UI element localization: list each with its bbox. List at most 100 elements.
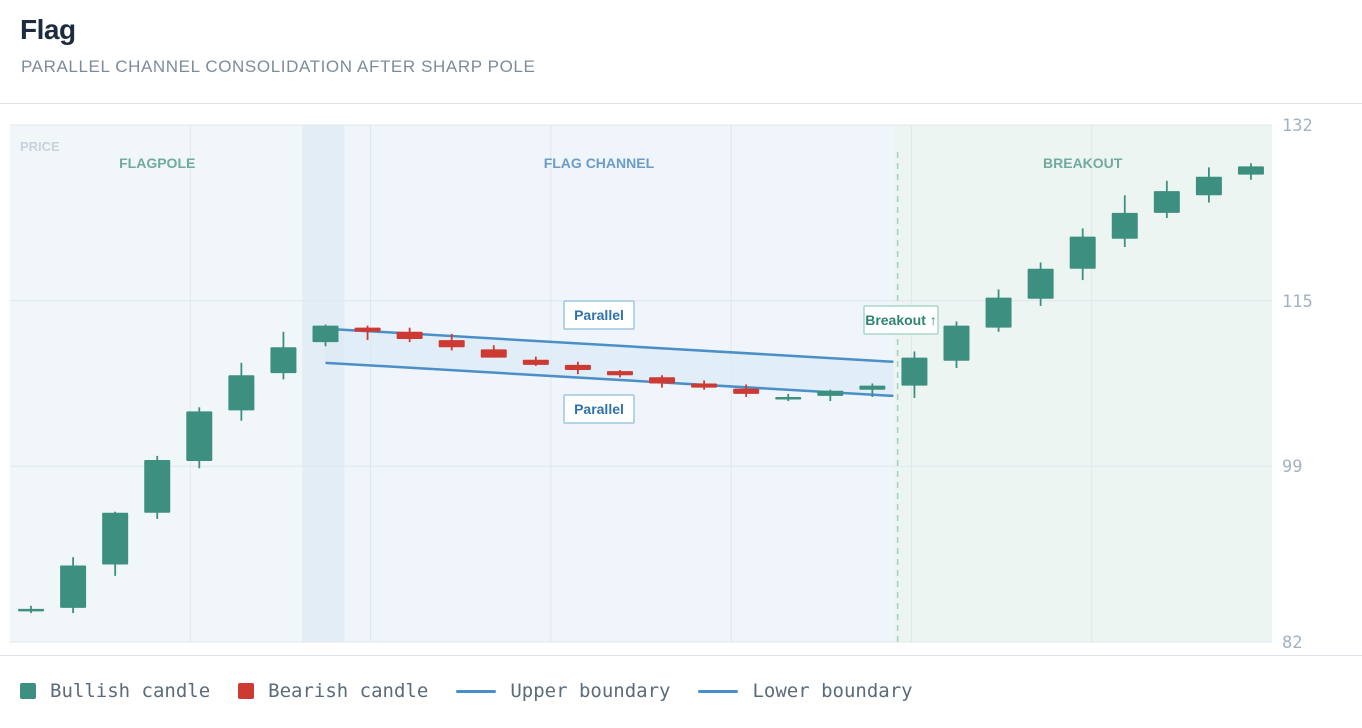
- bearish-candle: [564, 361, 591, 375]
- region-label: BREAKOUT: [1043, 155, 1123, 171]
- candle-body: [564, 364, 591, 371]
- lower-parallel-label-box: [563, 394, 635, 424]
- bullish-candle: [1153, 180, 1180, 219]
- y-tick-label: 99: [1282, 457, 1302, 477]
- candle-body: [859, 385, 886, 390]
- lower-boundary-line: [325, 361, 894, 398]
- bullish-candle: [270, 331, 297, 380]
- candle-body: [312, 325, 339, 343]
- legend-label-bearish: Bearish candle: [268, 680, 429, 702]
- header-divider: [0, 103, 1362, 104]
- chart-title: Flag: [20, 14, 76, 45]
- region-band-breakout: [893, 125, 1272, 642]
- bullish-candle: [1237, 163, 1264, 180]
- candle-body: [186, 411, 213, 462]
- bullish-candle: [901, 351, 928, 398]
- y-axis-label: PRICE: [20, 139, 60, 154]
- bearish-candle: [438, 333, 465, 351]
- legend-swatch-upper: [456, 689, 497, 693]
- bullish-candle: [102, 511, 129, 576]
- breakout-label: Breakout ↑: [863, 305, 939, 335]
- candle-body: [1153, 191, 1180, 213]
- candle-body: [270, 347, 297, 374]
- legend-label-upper: Upper boundary: [510, 680, 671, 702]
- bearish-candle: [396, 327, 423, 343]
- candle-body: [901, 357, 928, 386]
- region-band-flagpole: [10, 125, 305, 642]
- y-tick-label: 132: [1282, 116, 1313, 136]
- candle-body: [943, 325, 970, 361]
- candle-body: [1069, 236, 1096, 269]
- legend-swatch-bearish: [238, 683, 255, 699]
- lower-parallel-label-text: Parallel: [574, 401, 624, 417]
- y-tick-label: 82: [1282, 633, 1302, 653]
- legend-divider: [0, 655, 1362, 656]
- bearish-candle: [354, 325, 381, 341]
- candle-body: [606, 371, 633, 376]
- candle-body: [733, 388, 760, 394]
- candle-body: [18, 608, 45, 612]
- legend-label-lower: Lower boundary: [752, 680, 913, 702]
- bullish-candle: [1027, 262, 1054, 306]
- bullish-candle: [1069, 228, 1096, 281]
- bullish-candle: [312, 324, 339, 347]
- bullish-candle: [186, 407, 213, 469]
- upper-parallel-label-text: Parallel: [574, 307, 624, 323]
- bullish-candle: [859, 383, 886, 397]
- bullish-candle: [817, 389, 844, 402]
- candle-body: [1027, 268, 1054, 299]
- bullish-candle: [18, 605, 45, 614]
- bearish-candle: [522, 356, 549, 366]
- candle-body: [775, 396, 802, 400]
- legend-swatch-bullish: [20, 683, 36, 699]
- bullish-candle: [60, 557, 87, 614]
- candle-body: [102, 512, 129, 565]
- candle-body: [1195, 176, 1222, 196]
- lower-parallel-label: Parallel: [563, 394, 635, 424]
- candle-body: [1111, 212, 1138, 239]
- candle-body: [985, 297, 1012, 328]
- y-tick-label: 115: [1282, 292, 1313, 312]
- candle-body: [522, 359, 549, 365]
- bullish-candle: [1195, 167, 1222, 203]
- candle-body: [691, 383, 718, 388]
- candle-body: [228, 375, 255, 411]
- region-label: FLAGPOLE: [119, 155, 195, 171]
- legend-item-lower: Lower boundary: [698, 680, 913, 702]
- breakout-label-box: [863, 305, 939, 335]
- candle-body: [649, 377, 676, 384]
- bearish-candle: [649, 375, 676, 388]
- candle-body: [354, 327, 381, 332]
- bearish-candle: [733, 384, 760, 397]
- candlestick-chart: 132 115 99 82 PRICE FLAGPOLE FLAG CHANNEL BREAK…: [10, 116, 1313, 653]
- candle-body: [480, 349, 507, 358]
- candle-body: [60, 565, 87, 608]
- chart-subtitle: PARALLEL CHANNEL CONSOLIDATION AFTER SHA…: [21, 57, 536, 76]
- bullish-candle: [985, 289, 1012, 332]
- legend: Bullish candle Bearish candle Upper boun…: [20, 680, 941, 702]
- region-label: FLAG CHANNEL: [544, 155, 655, 171]
- candle-body: [396, 331, 423, 340]
- legend-item-bullish: Bullish candle: [20, 680, 210, 702]
- channel-fill: [325, 328, 894, 396]
- bearish-candle: [691, 380, 718, 390]
- legend-item-bearish: Bearish candle: [238, 680, 428, 702]
- bullish-candle: [228, 362, 255, 421]
- legend-label-bullish: Bullish candle: [50, 680, 211, 702]
- candle-body: [1237, 166, 1264, 175]
- bullish-candle: [1111, 195, 1138, 248]
- pole-peak-band: [302, 125, 345, 642]
- bearish-candle: [606, 370, 633, 378]
- legend-item-upper: Upper boundary: [456, 680, 670, 702]
- bullish-candle: [775, 393, 802, 402]
- candle-body: [817, 390, 844, 396]
- upper-parallel-label: Parallel: [563, 300, 635, 330]
- legend-swatch-lower: [698, 689, 739, 693]
- bullish-candle: [943, 321, 970, 368]
- bullish-candle: [144, 455, 171, 519]
- candle-body: [438, 340, 465, 348]
- candle-body: [144, 460, 171, 513]
- breakout-label-text: Breakout ↑: [865, 312, 937, 328]
- bearish-candle: [480, 345, 507, 358]
- upper-parallel-label-box: [563, 300, 635, 330]
